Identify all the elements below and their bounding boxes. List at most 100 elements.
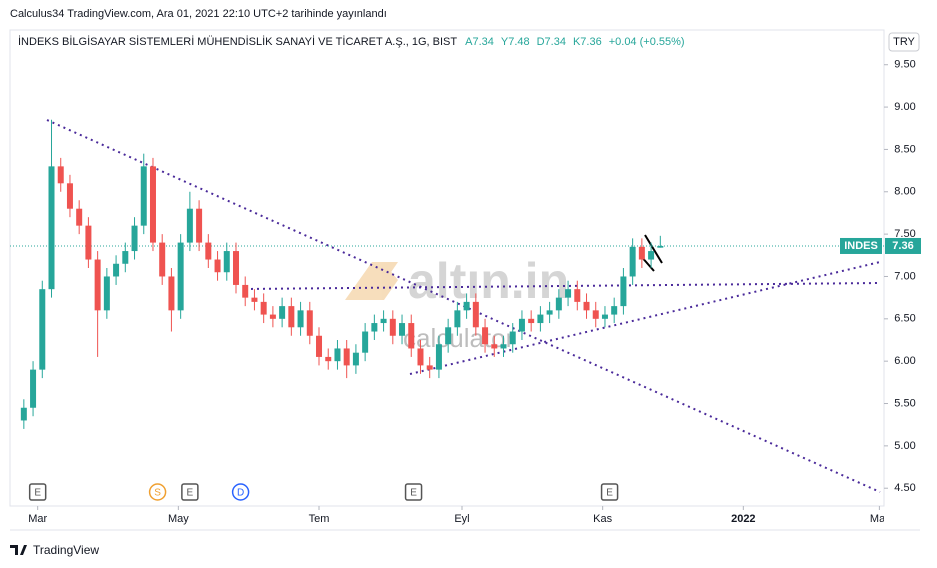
candle-body — [620, 276, 627, 307]
y-tick-label: 7.50 — [894, 228, 915, 240]
candle-body — [482, 327, 489, 345]
chart-title: İNDEKS BİLGİSAYAR SİSTEMLERİ MÜHENDİSLİK… — [18, 35, 457, 48]
y-tick-label: 9.00 — [894, 101, 915, 113]
y-tick-label: 5.00 — [894, 440, 915, 452]
trend-line — [46, 119, 881, 493]
candle-body — [417, 348, 424, 366]
published-note: Calculus34 TradingView.com, Ara 01, 2021… — [10, 8, 387, 20]
event-label: E — [410, 488, 417, 499]
candle-body — [177, 242, 184, 311]
event-marker — [231, 483, 250, 501]
candle-body — [279, 306, 286, 319]
event-marker — [148, 483, 167, 501]
candle-body — [131, 225, 138, 252]
watermark-logo: altın.in — [408, 253, 569, 309]
candle-body — [103, 276, 110, 311]
candle-body — [454, 310, 461, 328]
watermark-sub: calculator — [403, 323, 515, 353]
y-tick-label: 8.00 — [894, 186, 915, 198]
event-label: S — [154, 488, 161, 499]
candle-body — [528, 318, 535, 324]
watermark: altın.in calculator — [345, 253, 569, 353]
candle-body — [592, 310, 599, 319]
candle-body — [657, 245, 664, 248]
trend-lines — [46, 119, 881, 493]
last-price-bg — [885, 237, 921, 254]
symbol-label: INDES — [844, 240, 878, 252]
candle-body — [352, 352, 359, 366]
event-label: E — [34, 488, 41, 499]
y-tick-label: 4.50 — [894, 482, 915, 494]
last-price-label: 7.36 — [892, 240, 913, 252]
candle-body — [168, 276, 175, 311]
candle-body — [445, 327, 452, 345]
event-marker — [28, 483, 47, 501]
candle-body — [113, 263, 120, 277]
x-tick-label: May — [168, 513, 189, 525]
ohlc-value: Y7.48 — [501, 36, 530, 48]
candle-body — [260, 301, 267, 315]
candle-body — [500, 344, 507, 349]
candle-body — [306, 310, 313, 336]
footer-logo: TradingView — [10, 543, 99, 557]
candle-body — [186, 208, 193, 243]
candle-body — [297, 310, 304, 328]
candle-body — [574, 289, 581, 302]
event-label: D — [237, 488, 244, 499]
candle-body — [30, 369, 37, 408]
trend-line — [409, 261, 881, 375]
candle-body — [269, 314, 276, 319]
candle-body — [638, 246, 645, 260]
candle-body — [399, 323, 406, 336]
candle-body — [491, 344, 498, 349]
x-tick-label: 2022 — [731, 513, 755, 525]
candle-body — [232, 251, 239, 285]
ohlc-legend: A7.34 Y7.48 D7.34 K7.36 +0.04 (+0.55%) — [465, 36, 684, 48]
candle-body — [85, 225, 92, 260]
currency-box — [888, 32, 920, 52]
flag-line — [644, 234, 663, 264]
y-tick-label: 6.50 — [894, 313, 915, 325]
x-tick-label: Tem — [309, 513, 330, 525]
candle-body — [583, 301, 590, 311]
candle-body — [122, 251, 129, 264]
x-axis: Mar May Tem Eyl Kas 2022 Mar — [28, 506, 889, 525]
candle-body — [555, 297, 562, 311]
y-tick-label: 9.50 — [894, 59, 915, 71]
candle-body — [288, 306, 295, 328]
candle-body — [371, 323, 378, 332]
candle-body — [214, 259, 221, 273]
candle-body — [343, 348, 350, 366]
event-label: E — [606, 488, 613, 499]
candle-body — [205, 242, 212, 260]
symbol-label-bg — [840, 237, 882, 254]
candle-body — [140, 166, 147, 226]
x-tick-label: Mar — [28, 513, 47, 525]
plot-frame — [9, 29, 885, 507]
candle-body — [251, 297, 258, 302]
candle-body — [39, 289, 46, 370]
candle-body — [362, 331, 369, 353]
currency: TRY — [893, 36, 915, 48]
y-tick-label: 5.50 — [894, 397, 915, 409]
candle-body — [463, 301, 470, 311]
candle-body — [408, 323, 415, 349]
candles — [20, 119, 664, 429]
event-marker — [181, 483, 199, 501]
candle-body — [472, 301, 479, 328]
ohlc-value: A7.34 — [465, 36, 494, 48]
candle-body — [629, 246, 636, 277]
event-marker — [404, 483, 423, 501]
footer-text: TradingView — [33, 543, 99, 557]
candle-body — [380, 318, 387, 324]
candle-body — [48, 166, 55, 290]
candle-body — [389, 318, 396, 336]
candle-body — [648, 251, 655, 260]
x-tick-label: Mar — [870, 513, 889, 525]
candle-body — [159, 242, 166, 277]
candle-body — [611, 306, 618, 315]
candle-body — [509, 331, 516, 345]
candle-body — [426, 365, 433, 370]
candle-body — [601, 314, 608, 319]
